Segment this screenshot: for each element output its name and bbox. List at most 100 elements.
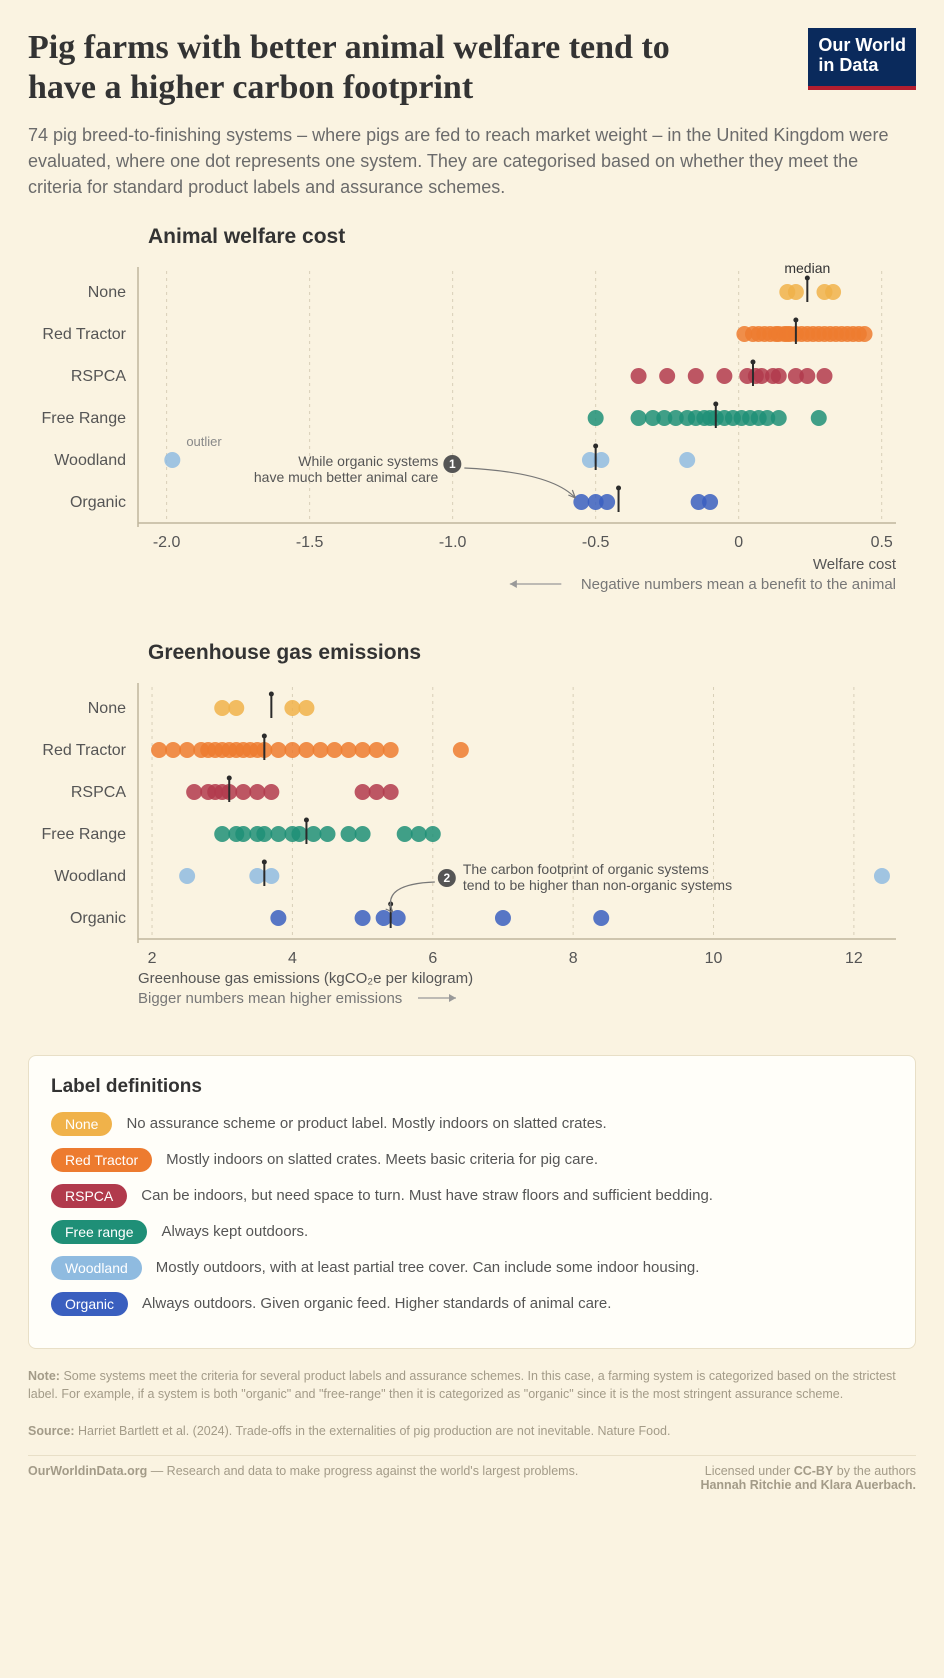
data-point xyxy=(874,868,890,884)
data-point xyxy=(771,410,787,426)
svg-text:RSPCA: RSPCA xyxy=(71,368,126,385)
definition-pill: None xyxy=(51,1112,112,1136)
data-point xyxy=(284,700,300,716)
data-point xyxy=(355,742,371,758)
footer-left-rest: — Research and data to make progress aga… xyxy=(147,1464,578,1478)
definition-text: Mostly indoors on slatted crates. Meets … xyxy=(166,1151,598,1168)
data-point xyxy=(298,742,314,758)
data-point xyxy=(179,742,195,758)
svg-text:have much better animal care: have much better animal care xyxy=(254,469,439,485)
data-point xyxy=(151,742,167,758)
data-point xyxy=(573,494,589,510)
data-point xyxy=(355,910,371,926)
svg-text:4: 4 xyxy=(288,950,297,967)
data-point xyxy=(588,410,604,426)
svg-text:2: 2 xyxy=(443,871,450,885)
definition-row: RSPCA Can be indoors, but need space to t… xyxy=(51,1184,893,1208)
svg-text:Red Tractor: Red Tractor xyxy=(42,742,126,759)
data-point xyxy=(341,826,357,842)
chart2: 24681012NoneRed TractorRSPCAFree RangeWo… xyxy=(28,675,916,1015)
footer-left-bold: OurWorldinData.org xyxy=(28,1464,147,1478)
definition-text: No assurance scheme or product label. Mo… xyxy=(126,1115,606,1132)
data-point xyxy=(228,700,244,716)
definition-row: None No assurance scheme or product label… xyxy=(51,1112,893,1136)
svg-text:Organic: Organic xyxy=(70,494,126,511)
data-point xyxy=(312,742,328,758)
definition-text: Always outdoors. Given organic feed. Hig… xyxy=(142,1295,611,1312)
data-point xyxy=(249,868,265,884)
data-point xyxy=(397,826,413,842)
data-point xyxy=(305,826,321,842)
svg-text:1: 1 xyxy=(449,457,456,471)
svg-text:Negative numbers mean a benefi: Negative numbers mean a benefit to the a… xyxy=(581,576,896,593)
footer: OurWorldinData.org — Research and data t… xyxy=(28,1455,916,1492)
header: Pig farms with better animal welfare ten… xyxy=(28,28,916,108)
data-point xyxy=(165,742,181,758)
data-point xyxy=(355,826,371,842)
source-body: Harriet Bartlett et al. (2024). Trade-of… xyxy=(78,1424,670,1438)
data-point xyxy=(263,784,279,800)
data-point xyxy=(702,494,718,510)
note-body: Some systems meet the criteria for sever… xyxy=(28,1369,896,1402)
svg-text:RSPCA: RSPCA xyxy=(71,784,126,801)
data-point xyxy=(270,742,286,758)
data-point xyxy=(249,784,265,800)
svg-text:None: None xyxy=(88,284,126,301)
data-point xyxy=(256,826,272,842)
data-point xyxy=(369,784,385,800)
data-point xyxy=(270,910,286,926)
footer-left: OurWorldinData.org — Research and data t… xyxy=(28,1464,578,1492)
data-point xyxy=(593,910,609,926)
definition-pill: Red Tractor xyxy=(51,1148,152,1172)
svg-text:10: 10 xyxy=(705,950,723,967)
definition-text: Always kept outdoors. xyxy=(161,1223,308,1240)
subtitle: 74 pig breed-to-finishing systems – wher… xyxy=(28,122,916,200)
data-point xyxy=(771,368,787,384)
data-point xyxy=(355,784,371,800)
svg-text:Woodland: Woodland xyxy=(54,452,126,469)
data-point xyxy=(186,784,202,800)
data-point xyxy=(631,368,647,384)
data-point xyxy=(284,742,300,758)
svg-text:Organic: Organic xyxy=(70,910,126,927)
data-point xyxy=(270,826,286,842)
data-point xyxy=(659,368,675,384)
source-text: Source: Harriet Bartlett et al. (2024). … xyxy=(28,1422,916,1441)
data-point xyxy=(631,410,647,426)
data-point xyxy=(383,784,399,800)
page-title: Pig farms with better animal welfare ten… xyxy=(28,28,688,108)
definition-pill: Woodland xyxy=(51,1256,142,1280)
data-point xyxy=(235,784,251,800)
chart1: -2.0-1.5-1.0-0.500.5NoneRed TractorRSPCA… xyxy=(28,259,916,601)
svg-text:Welfare cost: Welfare cost xyxy=(813,556,897,573)
data-point xyxy=(411,826,427,842)
data-point xyxy=(179,868,195,884)
svg-text:6: 6 xyxy=(428,950,437,967)
logo-line2: in Data xyxy=(818,55,878,75)
definition-text: Can be indoors, but need space to turn. … xyxy=(141,1187,713,1204)
definitions-title: Label definitions xyxy=(51,1076,893,1098)
data-point xyxy=(263,868,279,884)
svg-text:0: 0 xyxy=(734,534,743,551)
footer-right: Licensed under CC-BY by the authors Hann… xyxy=(700,1464,916,1492)
svg-text:-2.0: -2.0 xyxy=(153,534,181,551)
data-point xyxy=(291,826,307,842)
svg-text:-1.0: -1.0 xyxy=(439,534,467,551)
svg-text:The carbon footprint of organi: The carbon footprint of organic systems xyxy=(463,861,709,877)
footer-right-bold1: CC-BY xyxy=(794,1464,834,1478)
data-point xyxy=(376,910,392,926)
svg-text:8: 8 xyxy=(569,950,578,967)
definition-pill: RSPCA xyxy=(51,1184,127,1208)
note-text: Note: Some systems meet the criteria for… xyxy=(28,1367,916,1405)
svg-text:Free Range: Free Range xyxy=(42,826,127,843)
svg-text:Woodland: Woodland xyxy=(54,868,126,885)
definitions-box: Label definitions None No assurance schem… xyxy=(28,1055,916,1349)
svg-text:Red Tractor: Red Tractor xyxy=(42,326,126,343)
definition-pill: Organic xyxy=(51,1292,128,1316)
svg-text:12: 12 xyxy=(845,950,863,967)
svg-text:Free Range: Free Range xyxy=(42,410,127,427)
svg-text:-1.5: -1.5 xyxy=(296,534,324,551)
data-point xyxy=(341,742,357,758)
definition-row: Organic Always outdoors. Given organic fe… xyxy=(51,1292,893,1316)
chart1-title: Animal welfare cost xyxy=(148,225,916,249)
